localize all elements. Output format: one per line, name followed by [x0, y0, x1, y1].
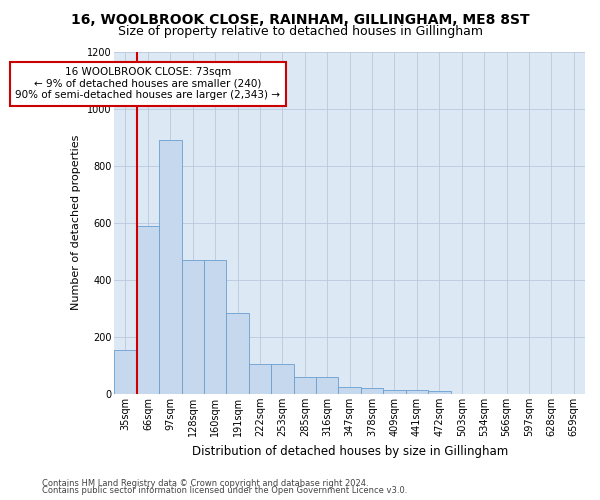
Bar	[271, 364, 293, 394]
Bar	[293, 377, 316, 394]
Bar	[249, 364, 271, 394]
Bar	[114, 350, 137, 394]
Text: 16 WOOLBROOK CLOSE: 73sqm
← 9% of detached houses are smaller (240)
90% of semi-: 16 WOOLBROOK CLOSE: 73sqm ← 9% of detach…	[16, 67, 280, 100]
Text: Contains public sector information licensed under the Open Government Licence v3: Contains public sector information licen…	[42, 486, 407, 495]
Bar	[159, 140, 182, 394]
Text: Size of property relative to detached houses in Gillingham: Size of property relative to detached ho…	[118, 25, 482, 38]
Bar	[182, 260, 204, 394]
Bar	[406, 390, 428, 394]
Bar	[338, 387, 361, 394]
Y-axis label: Number of detached properties: Number of detached properties	[71, 135, 82, 310]
Bar	[316, 377, 338, 394]
Text: 16, WOOLBROOK CLOSE, RAINHAM, GILLINGHAM, ME8 8ST: 16, WOOLBROOK CLOSE, RAINHAM, GILLINGHAM…	[71, 12, 529, 26]
Bar	[383, 390, 406, 394]
Bar	[428, 391, 451, 394]
Bar	[361, 388, 383, 394]
X-axis label: Distribution of detached houses by size in Gillingham: Distribution of detached houses by size …	[191, 444, 508, 458]
Bar	[226, 312, 249, 394]
Bar	[204, 260, 226, 394]
Bar	[137, 226, 159, 394]
Text: Contains HM Land Registry data © Crown copyright and database right 2024.: Contains HM Land Registry data © Crown c…	[42, 478, 368, 488]
